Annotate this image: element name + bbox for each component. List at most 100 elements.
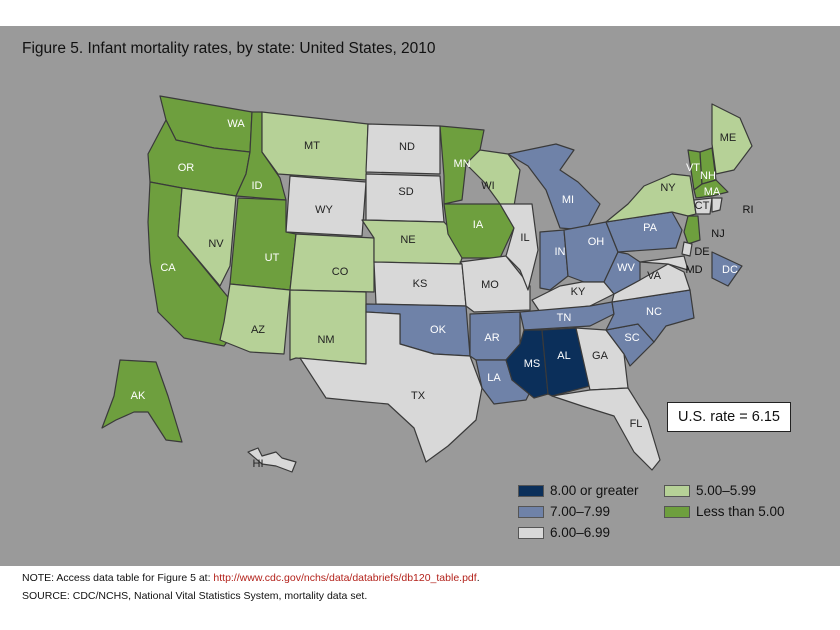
state-label-ma: MA: [704, 186, 721, 198]
state-in: [539, 229, 569, 291]
us-rate-box: U.S. rate = 6.15: [667, 402, 791, 432]
state-hi: [247, 447, 297, 473]
state-label-ok: OK: [430, 324, 447, 336]
state-label-nh: NH: [700, 170, 716, 182]
state-label-hi: HI: [253, 458, 264, 470]
state-label-nj: NJ: [711, 228, 724, 240]
note-text: NOTE: Access data table for Figure 5 at:…: [22, 572, 480, 584]
legend-label: 5.00–5.99: [696, 483, 757, 498]
state-label-tx: TX: [411, 390, 426, 402]
legend-item-c5: 5.00–5.99: [664, 484, 756, 498]
figure-title: Figure 5. Infant mortality rates, by sta…: [22, 40, 436, 57]
state-mn: [439, 125, 485, 205]
state-label-fl: FL: [630, 418, 643, 430]
state-label-wv: WV: [617, 262, 635, 274]
state-label-ar: AR: [484, 332, 499, 344]
legend-label: 8.00 or greater: [550, 483, 639, 498]
state-label-nd: ND: [399, 141, 415, 153]
state-nm: [289, 289, 367, 365]
state-fl: [551, 387, 661, 471]
state-sd: [365, 173, 445, 223]
state-label-mn: MN: [453, 158, 470, 170]
legend-item-c8: 8.00 or greater: [518, 484, 639, 498]
legend-swatch: [518, 485, 544, 498]
state-label-nc: NC: [646, 306, 662, 318]
state-label-nm: NM: [317, 334, 334, 346]
legend-item-c4: Less than 5.00: [664, 505, 785, 519]
state-label-tn: TN: [557, 312, 572, 324]
state-ri: [711, 197, 723, 213]
state-label-or: OR: [178, 162, 195, 174]
state-label-co: CO: [332, 266, 349, 278]
state-label-ca: CA: [160, 262, 176, 274]
state-ma: [693, 179, 729, 199]
state-mt: [261, 111, 369, 181]
state-label-nv: NV: [208, 238, 224, 250]
state-label-pa: PA: [643, 222, 658, 234]
source-text: SOURCE: CDC/NCHS, National Vital Statist…: [22, 590, 368, 602]
state-label-ky: KY: [571, 286, 586, 298]
state-mo: [459, 255, 531, 313]
state-label-wi: WI: [481, 180, 494, 192]
state-ga: [575, 327, 629, 391]
state-label-va: VA: [647, 270, 662, 282]
state-label-ri: RI: [743, 204, 754, 216]
state-label-in: IN: [555, 246, 566, 258]
state-nv: [177, 187, 237, 287]
legend-swatch: [518, 506, 544, 519]
state-label-ny: NY: [660, 182, 676, 194]
state-tx: [299, 311, 483, 463]
state-label-ut: UT: [265, 252, 280, 264]
legend-item-c6: 6.00–6.99: [518, 526, 610, 540]
state-label-mo: MO: [481, 279, 499, 291]
state-de: [681, 241, 693, 257]
legend-swatch: [664, 506, 690, 519]
state-label-il: IL: [520, 232, 529, 244]
state-dc: [711, 251, 743, 287]
state-label-md: MD: [685, 264, 702, 276]
state-label-wa: WA: [227, 118, 245, 130]
state-label-la: LA: [487, 372, 501, 384]
state-il: [499, 203, 539, 291]
state-label-mi: MI: [562, 194, 574, 206]
state-az: [219, 283, 291, 355]
state-co: [289, 233, 375, 293]
state-label-id: ID: [252, 180, 263, 192]
state-label-al: AL: [557, 350, 570, 362]
legend-item-c7: 7.00–7.99: [518, 505, 610, 519]
state-me: [711, 103, 753, 175]
state-label-sc: SC: [624, 332, 639, 344]
state-label-me: ME: [720, 132, 737, 144]
state-nd: [365, 123, 441, 175]
state-label-wy: WY: [315, 204, 333, 216]
state-label-ks: KS: [413, 278, 428, 290]
state-label-az: AZ: [251, 324, 265, 336]
state-label-ct: CT: [695, 200, 710, 212]
state-label-oh: OH: [588, 236, 605, 248]
legend-label: 7.00–7.99: [550, 504, 611, 519]
data-table-link[interactable]: http://www.cdc.gov/nchs/data/databriefs/…: [213, 572, 477, 584]
state-label-mt: MT: [304, 140, 320, 152]
state-mi: [507, 143, 601, 231]
state-wy: [285, 175, 367, 237]
state-md: [639, 255, 689, 271]
state-label-de: DE: [694, 246, 709, 258]
state-ut: [229, 197, 297, 291]
state-ct: [693, 197, 713, 215]
state-label-ia: IA: [473, 219, 484, 231]
state-label-dc: DC: [722, 264, 738, 276]
state-label-vt: VT: [686, 162, 700, 174]
state-ms: [505, 329, 549, 399]
legend-swatch: [518, 527, 544, 540]
state-ak: [101, 359, 183, 443]
state-nc: [605, 289, 695, 343]
legend-label: 6.00–6.99: [550, 525, 611, 540]
state-label-ga: GA: [592, 350, 609, 362]
state-al: [541, 327, 591, 397]
legend-label: Less than 5.00: [696, 504, 785, 519]
state-label-ne: NE: [400, 234, 415, 246]
state-wi: [465, 149, 521, 207]
legend-swatch: [664, 485, 690, 498]
